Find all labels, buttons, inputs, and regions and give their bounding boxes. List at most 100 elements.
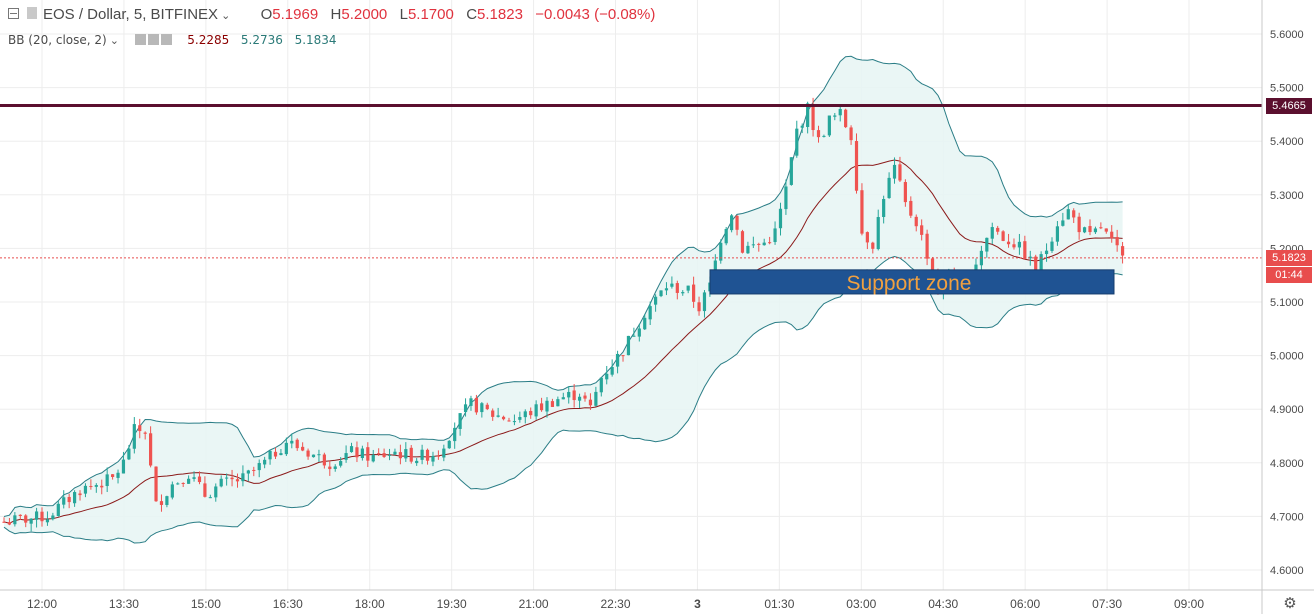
candle-body xyxy=(697,302,701,312)
candle-body xyxy=(1093,228,1098,233)
candle-body xyxy=(72,492,77,504)
candle-body xyxy=(1072,210,1076,218)
time-tick-label: 13:30 xyxy=(109,597,139,611)
change-value: −0.0043 (−0.08%) xyxy=(535,6,656,23)
candle-body xyxy=(740,231,745,253)
candle-body xyxy=(344,453,348,460)
candle-body xyxy=(366,447,370,461)
candle-body xyxy=(176,483,180,485)
candle-body xyxy=(730,215,734,231)
candle-body xyxy=(806,103,810,127)
candle-body xyxy=(154,466,158,502)
candle-body xyxy=(45,519,50,523)
candle-body xyxy=(637,328,641,337)
candle-body xyxy=(29,518,33,524)
candle-body xyxy=(751,244,755,246)
candle-body xyxy=(719,242,723,261)
time-tick-label: 19:30 xyxy=(437,597,467,611)
candle-body xyxy=(165,496,169,505)
candle-body xyxy=(485,404,489,410)
candle-body xyxy=(735,215,739,230)
candle-body xyxy=(903,182,907,203)
candle-body xyxy=(778,208,783,229)
candle-body xyxy=(159,501,164,505)
candle-body xyxy=(1115,237,1119,246)
time-tick-label: 07:30 xyxy=(1092,597,1122,611)
candle-body xyxy=(208,497,212,499)
candle-body xyxy=(317,454,321,456)
candle-body xyxy=(605,373,609,380)
candle-body xyxy=(583,395,587,399)
candle-body xyxy=(1055,226,1060,242)
candle-body xyxy=(594,391,598,406)
candle-body xyxy=(415,460,419,464)
candle-body xyxy=(51,515,55,520)
candle-body xyxy=(491,410,495,417)
candle-body xyxy=(377,453,381,455)
close-icon[interactable] xyxy=(160,34,172,45)
collapse-legend-icon[interactable] xyxy=(8,7,19,19)
candle-body xyxy=(643,317,647,330)
gear-icon[interactable]: ⚙ xyxy=(1283,594,1297,612)
candle-body xyxy=(121,459,126,474)
gear-icon[interactable] xyxy=(147,34,159,45)
candle-body xyxy=(18,514,22,516)
candle-body xyxy=(132,424,136,449)
candle-body xyxy=(523,411,527,418)
indicator-chevron-icon[interactable]: ⌄ xyxy=(109,34,119,47)
chevron-down-icon[interactable]: ⌄ xyxy=(221,10,231,22)
candle-body xyxy=(675,283,679,293)
candle-body xyxy=(816,130,821,138)
bb-basis-value: 5.2285 xyxy=(187,33,230,47)
high-label: H xyxy=(330,6,342,23)
symbol-title[interactable]: EOS / Dollar, 5, BITFINEX xyxy=(43,6,219,23)
indicator-legend: BB (20, close, 2) ⌄ 5.2285 5.2736 5.1834 xyxy=(8,33,337,47)
candle-body xyxy=(1017,241,1022,248)
candle-body xyxy=(827,115,831,136)
candle-body xyxy=(214,486,218,498)
candle-body xyxy=(615,353,620,367)
candle-body xyxy=(480,403,484,413)
candle-body xyxy=(301,446,305,451)
candle-body xyxy=(56,503,60,516)
last-price-tag: 5.1823 xyxy=(1266,249,1312,266)
candle-body xyxy=(393,451,397,455)
price-tick-label: 4.7000 xyxy=(1270,511,1304,523)
candle-body xyxy=(681,292,685,294)
low-label: L xyxy=(399,6,408,23)
candle-body xyxy=(116,472,120,478)
candle-body xyxy=(1077,216,1081,233)
candle-body xyxy=(789,157,793,185)
bb-lower-value: 5.1834 xyxy=(294,33,337,47)
candle-body xyxy=(567,391,571,398)
support-zone-label: Support zone xyxy=(847,272,972,295)
time-tick-label: 06:00 xyxy=(1010,597,1040,611)
candle-body xyxy=(887,177,891,199)
time-tick-label: 04:30 xyxy=(928,597,958,611)
low-value: 5.1700 xyxy=(407,6,454,23)
candle-body xyxy=(187,478,191,484)
candle-body xyxy=(241,473,245,482)
candle-body xyxy=(263,459,267,465)
candle-body xyxy=(692,284,696,302)
candle-body xyxy=(539,403,544,411)
candle-body xyxy=(550,401,555,407)
candle-body xyxy=(1066,209,1070,220)
candle-body xyxy=(89,486,93,488)
time-tick-label: 16:30 xyxy=(273,597,303,611)
candle-body xyxy=(909,200,913,216)
time-tick-label: 22:30 xyxy=(600,597,630,611)
candle-body xyxy=(463,404,468,412)
indicator-name[interactable]: BB (20, close, 2) xyxy=(8,33,107,47)
eye-icon[interactable] xyxy=(134,34,146,45)
candle-body xyxy=(1028,256,1032,259)
time-tick-label: 12:00 xyxy=(27,597,57,611)
candle-body xyxy=(360,448,364,459)
time-tick-label: 18:00 xyxy=(355,597,385,611)
candle-body xyxy=(404,449,408,459)
candle-body xyxy=(512,421,517,423)
candle-body xyxy=(1050,241,1054,251)
price-tick-label: 5.6000 xyxy=(1270,29,1304,41)
